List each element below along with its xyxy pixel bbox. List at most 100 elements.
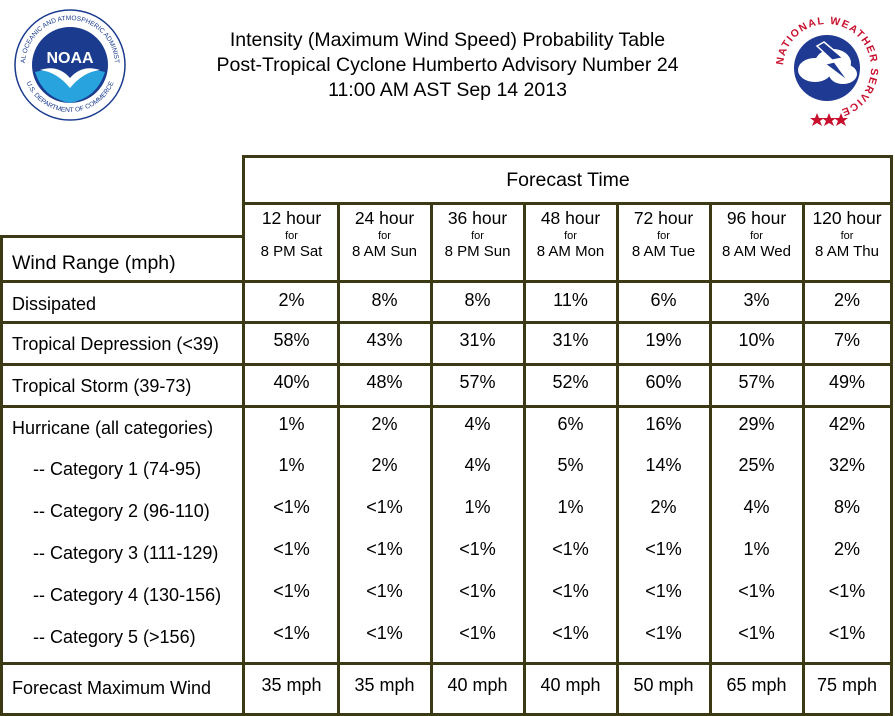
column-valid-time: 8 AM Wed (722, 243, 791, 260)
max-wind-cell: 40 mph (447, 675, 508, 695)
table-cell: 8% (371, 289, 398, 310)
row-label: -- Category 3 (111-129) (33, 542, 219, 563)
row-label: -- Category 4 (130-156) (33, 584, 222, 605)
max-wind-cell: 75 mph (816, 675, 878, 695)
table-cell: <1% (273, 496, 310, 517)
row-label: -- Category 5 (>156) (33, 626, 196, 647)
table-cell: 5% (557, 454, 584, 475)
table-cell: <1% (552, 580, 589, 601)
table-cell: <1% (552, 622, 589, 643)
max-wind-cell: 35 mph (261, 675, 322, 695)
table-cell: 2% (833, 538, 860, 559)
grid-line (337, 202, 340, 716)
table-cell: 48% (366, 371, 403, 392)
max-wind-cell: 35 mph (354, 675, 415, 695)
row-label: Dissipated (12, 293, 97, 314)
table-cell: 42% (828, 413, 866, 434)
table-cell: <1% (645, 538, 682, 559)
table-cell: 57% (459, 371, 496, 392)
grid-line (890, 155, 893, 716)
grid-line (0, 235, 3, 716)
column-valid-time: 8 AM Thu (815, 243, 879, 260)
column-hours: 96 hour (726, 208, 787, 228)
column-valid-time: 8 AM Mon (536, 243, 605, 260)
column-header: 12 hour for 8 PM Sat (245, 206, 338, 280)
table-cell: <1% (273, 538, 310, 559)
table-cell: <1% (366, 622, 403, 643)
table-cell: 32% (828, 454, 866, 475)
column-for: for (471, 230, 484, 242)
table-cell: <1% (738, 580, 775, 601)
table-cell: 1% (278, 454, 305, 475)
max-wind-cell: 50 mph (633, 675, 694, 695)
table-cell: 1% (557, 496, 584, 517)
star-icon (810, 113, 824, 126)
grid-line (242, 155, 245, 716)
table-cell: 16% (645, 413, 682, 434)
column-for: for (564, 230, 577, 242)
noaa-logo: NATIONAL OCEANIC AND ATMOSPHERIC ADMINIS… (13, 8, 126, 121)
title-line-1: Intensity (Maximum Wind Speed) Probabili… (229, 29, 666, 51)
column-for: for (840, 230, 854, 242)
table-cell: <1% (738, 622, 775, 643)
column-valid-time: 8 AM Sun (351, 243, 418, 260)
column-hours: 24 hour (354, 208, 415, 228)
column-valid-time: 8 PM Sat (260, 243, 323, 260)
table-cell: 4% (464, 454, 491, 475)
table-cell: 11% (553, 289, 588, 310)
table-cell: 2% (371, 454, 398, 475)
column-hours: 48 hour (540, 208, 601, 228)
table-cell: 2% (371, 413, 398, 434)
table-cell: 10% (738, 329, 775, 350)
column-for: for (285, 230, 298, 242)
table-cell: 2% (650, 496, 677, 517)
table-cell: 8% (833, 496, 860, 517)
row-header-label: Wind Range (mph) (12, 252, 176, 274)
table-cell: 3% (743, 289, 770, 310)
table-cell: <1% (828, 622, 866, 643)
forecast-time-header: Forecast Time (506, 168, 630, 191)
noaa-center-text: NOAA (46, 50, 94, 67)
table-cell: <1% (552, 538, 589, 559)
column-for: for (750, 230, 763, 242)
grid-line (430, 202, 433, 716)
table-cell: 49% (828, 371, 866, 392)
max-wind-label: Forecast Maximum Wind (12, 678, 212, 698)
grid-line (709, 202, 712, 716)
table-cell: 1% (464, 496, 491, 517)
column-for: for (657, 230, 670, 242)
column-header: 72 hour for 8 AM Tue (617, 206, 710, 280)
table-cell: 43% (366, 329, 403, 350)
column-for: for (378, 230, 391, 242)
page-title: Intensity (Maximum Wind Speed) Probabili… (150, 28, 745, 103)
table-cell: 52% (552, 371, 589, 392)
table-cell: <1% (459, 580, 496, 601)
table-cell: 25% (738, 454, 775, 475)
grid-line (0, 235, 245, 238)
table-cell: <1% (273, 622, 310, 643)
table-cell: 2% (833, 289, 860, 310)
row-label: Hurricane (all categories) (12, 417, 214, 438)
table-cell: <1% (828, 580, 866, 601)
table-cell: 4% (464, 413, 491, 434)
grid-line (616, 202, 619, 716)
column-hours: 36 hour (447, 208, 508, 228)
grid-line (523, 202, 526, 716)
column-header: 96 hour for 8 AM Wed (710, 206, 803, 280)
table-cell: <1% (366, 496, 403, 517)
title-line-2: Post-Tropical Cyclone Humberto Advisory … (216, 54, 679, 76)
table-cell: 7% (833, 329, 860, 350)
nws-logo: NATIONAL WEATHER SERVICE (774, 15, 879, 126)
column-valid-time: 8 PM Sun (444, 243, 511, 260)
table-cell: 19% (645, 329, 682, 350)
grid-line (0, 405, 893, 408)
table-cell: 40% (273, 371, 310, 392)
grid-line (0, 280, 893, 283)
column-header: 48 hour for 8 AM Mon (524, 206, 617, 280)
column-hours: 12 hour (261, 208, 322, 228)
grid-line (242, 202, 893, 205)
column-header: 36 hour for 8 PM Sun (431, 206, 524, 280)
table-cell: 8% (464, 289, 491, 310)
grid-line (242, 155, 893, 158)
table-cell: <1% (366, 538, 403, 559)
